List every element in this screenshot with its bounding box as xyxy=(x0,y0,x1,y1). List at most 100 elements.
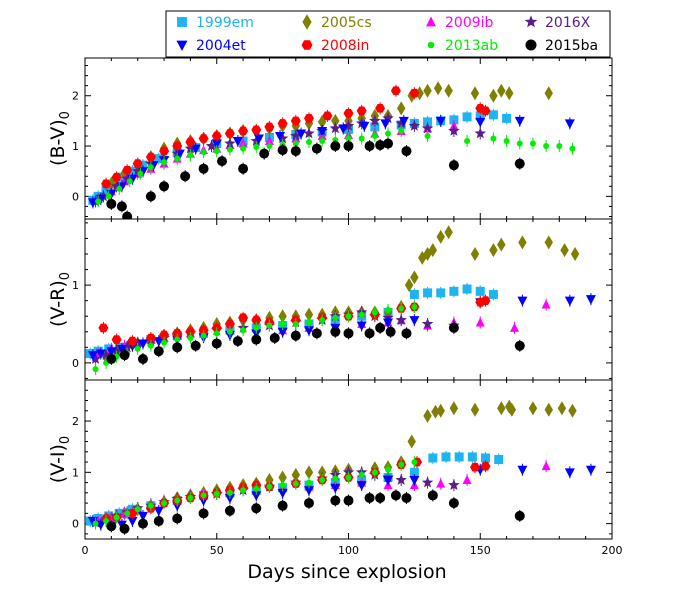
data-point xyxy=(398,305,405,312)
data-point xyxy=(330,495,341,506)
data-point xyxy=(121,172,133,184)
data-point xyxy=(106,198,117,209)
data-point xyxy=(356,481,367,491)
data-point xyxy=(305,479,312,486)
data-point xyxy=(427,490,438,501)
data-point xyxy=(343,495,354,506)
data-point xyxy=(502,113,512,123)
y-axis-label-subscript: 0 xyxy=(58,272,73,280)
data-point xyxy=(238,126,249,136)
data-point xyxy=(557,401,567,416)
data-point xyxy=(153,346,164,357)
panel-2: 01(V-R)0 xyxy=(47,218,613,381)
data-point xyxy=(137,511,148,522)
data-point xyxy=(187,335,194,341)
data-point xyxy=(409,289,419,299)
data-point xyxy=(159,181,170,192)
data-point xyxy=(277,119,288,128)
data-point xyxy=(253,485,260,492)
legend-entry-2008in: 2008in xyxy=(301,38,369,54)
data-point xyxy=(269,333,280,343)
data-point xyxy=(401,146,412,157)
data-point xyxy=(266,483,273,490)
data-point xyxy=(251,315,262,325)
data-point xyxy=(145,333,156,343)
data-point xyxy=(411,303,418,310)
data-point xyxy=(544,235,553,250)
data-point xyxy=(480,106,491,116)
data-point xyxy=(190,340,201,351)
data-point xyxy=(423,408,432,423)
data-point xyxy=(514,510,525,521)
data-point xyxy=(213,490,220,497)
data-point xyxy=(398,127,405,134)
data-point xyxy=(159,146,170,156)
data-point xyxy=(481,453,491,463)
data-point xyxy=(423,117,433,127)
data-point xyxy=(371,309,378,316)
data-point xyxy=(470,86,480,101)
data-point xyxy=(319,138,326,145)
data-point xyxy=(397,101,406,116)
data-point xyxy=(266,322,273,329)
data-point xyxy=(470,247,480,261)
data-point xyxy=(497,237,506,252)
data-point xyxy=(119,350,130,361)
y-axis-label-main: (B-V) xyxy=(47,119,69,166)
data-point xyxy=(290,146,301,157)
data-point xyxy=(238,163,249,174)
data-point xyxy=(404,278,414,293)
series-2015ba xyxy=(106,137,525,219)
legend-entry-2013ab: 2013ab xyxy=(427,38,498,54)
data-point xyxy=(100,349,112,360)
data-point xyxy=(185,327,196,337)
legend-entry-2009ib: 2009ib xyxy=(426,15,494,31)
data-point xyxy=(126,178,133,185)
data-point xyxy=(311,143,322,154)
data-point xyxy=(232,336,243,347)
data-point xyxy=(137,170,144,177)
data-point xyxy=(408,119,421,131)
data-point xyxy=(409,476,420,486)
data-point xyxy=(338,124,349,134)
y-tick-label: 0 xyxy=(72,357,79,370)
data-point xyxy=(161,159,168,166)
data-point xyxy=(119,523,130,534)
data-point xyxy=(180,171,191,182)
data-point xyxy=(518,235,527,250)
data-point xyxy=(462,475,472,485)
data-point xyxy=(345,474,352,481)
data-point xyxy=(385,326,396,337)
data-point xyxy=(200,332,207,339)
data-point xyxy=(570,247,580,261)
data-point xyxy=(356,106,367,116)
data-point xyxy=(480,461,491,471)
data-point xyxy=(116,344,127,355)
data-point xyxy=(122,165,133,175)
data-point xyxy=(497,83,506,98)
data-point xyxy=(390,490,401,501)
data-point xyxy=(543,143,550,150)
data-point xyxy=(517,465,528,476)
data-point xyxy=(319,477,326,484)
legend-entry-1999em: 1999em xyxy=(177,15,254,31)
data-point xyxy=(409,467,419,477)
data-point xyxy=(98,323,109,333)
data-point xyxy=(383,318,394,328)
data-point xyxy=(409,88,420,98)
data-point xyxy=(211,139,222,150)
data-point xyxy=(134,506,141,513)
data-point xyxy=(110,345,123,357)
data-point xyxy=(278,470,287,485)
data-point xyxy=(251,125,262,135)
data-point xyxy=(436,229,445,244)
data-point xyxy=(127,336,138,346)
data-point xyxy=(251,503,262,514)
data-point xyxy=(240,327,247,334)
data-point xyxy=(435,116,446,127)
data-point xyxy=(147,502,154,509)
data-point xyxy=(226,328,233,335)
data-point xyxy=(290,330,301,341)
y-tick-label: 2 xyxy=(72,90,79,103)
